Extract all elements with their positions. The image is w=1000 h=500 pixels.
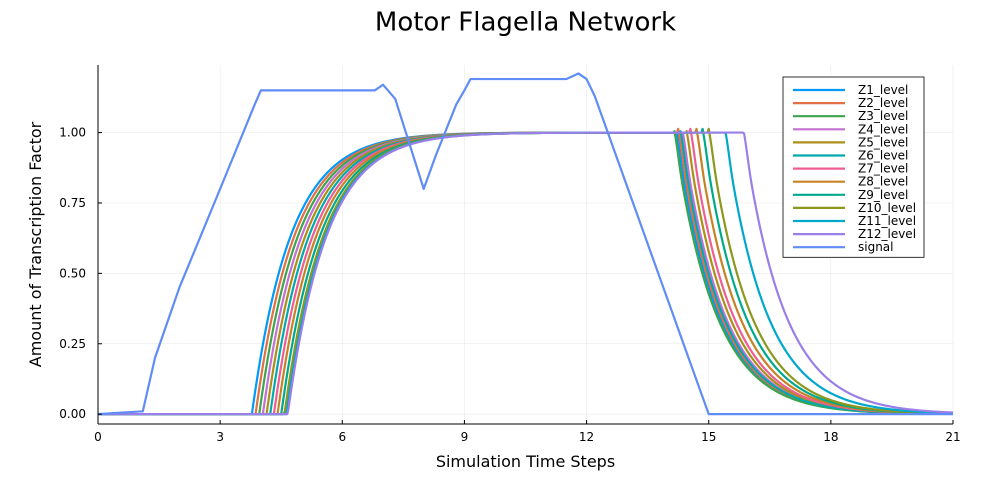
legend-label: signal	[858, 240, 894, 254]
x-tick-label: 3	[216, 430, 224, 444]
x-tick-label: 9	[461, 430, 469, 444]
legend-label: Z4_level	[858, 122, 908, 136]
tick-labels: 0 3 6 9 12 15 18 21 0.00 0.25 0.50 0.75 1.00	[59, 126, 960, 444]
y-tick-label: 1.00	[59, 126, 86, 140]
legend-label: Z11_level	[858, 214, 916, 228]
legend-label: Z3_level	[858, 109, 908, 123]
series-layer	[97, 72, 954, 416]
series-line-z12-level	[98, 131, 954, 416]
y-tick-label: 0.75	[59, 196, 86, 210]
y-tick-label: 0.50	[59, 266, 86, 280]
x-tick-label: 0	[94, 430, 102, 444]
x-axis-label: Simulation Time Steps	[436, 452, 615, 471]
x-tick-label: 12	[579, 430, 594, 444]
x-tick-label: 15	[701, 430, 716, 444]
legend-label: Z5_level	[858, 135, 908, 149]
y-axis-label: Amount of Transcription Factor	[26, 121, 45, 367]
axes	[97, 65, 953, 425]
legend-box	[782, 76, 925, 258]
legend-label: Z10_level	[858, 201, 916, 215]
x-tick-label: 21	[945, 430, 960, 444]
legend-label: Z12_level	[858, 227, 916, 241]
legend-label: Z9_level	[858, 188, 908, 202]
chart-title: Motor Flagella Network	[375, 8, 676, 38]
x-tick-label: 18	[823, 430, 838, 444]
y-tick-label: 0.00	[59, 407, 86, 421]
y-tick-label: 0.25	[59, 337, 86, 351]
series-line-signal	[97, 72, 953, 416]
legend-label: Z2_level	[858, 96, 908, 110]
x-tick-label: 6	[338, 430, 346, 444]
legend-label: Z7_level	[858, 162, 908, 176]
legend: Z1_levelZ2_levelZ3_levelZ4_levelZ5_level…	[782, 76, 925, 258]
legend-label: Z8_level	[858, 175, 908, 189]
legend-label: Z6_level	[858, 149, 908, 163]
legend-label: Z1_level	[858, 83, 908, 97]
